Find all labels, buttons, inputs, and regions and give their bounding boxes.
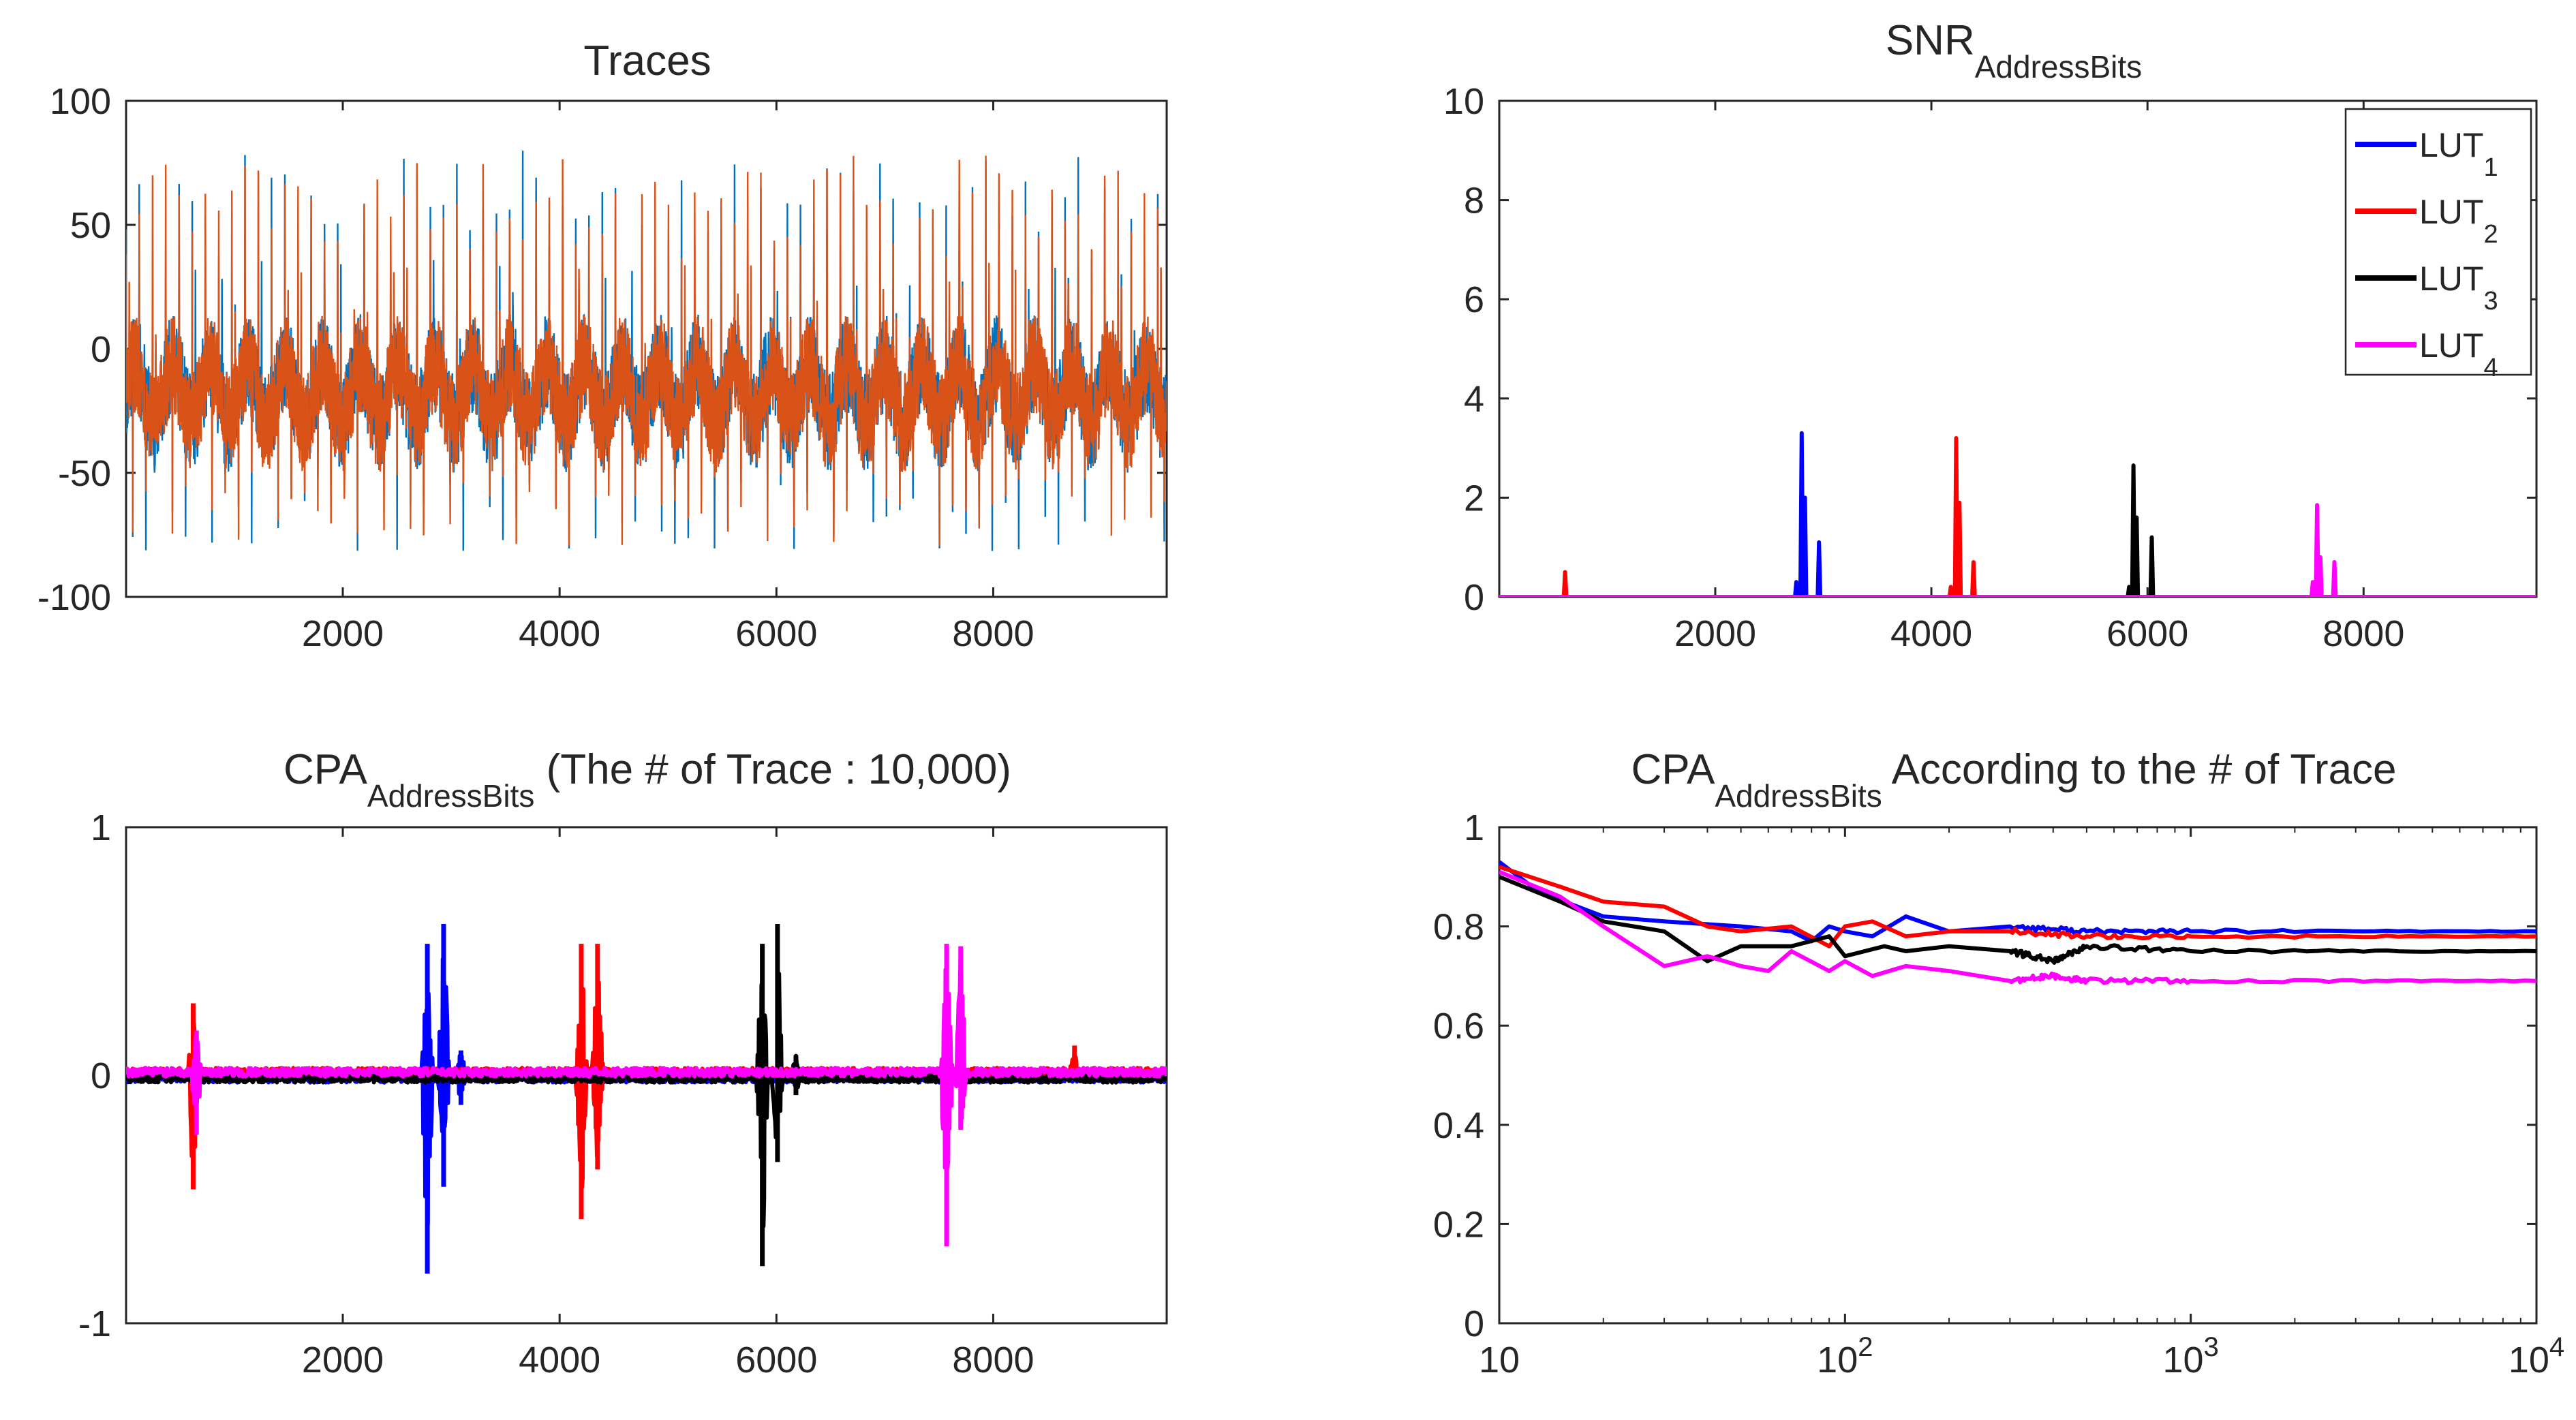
cpa-vs-traces-title: CPAAddressBits According to the # of Tra… — [1631, 746, 2396, 814]
snr-legend-text: LUT — [2419, 326, 2483, 365]
traces-xtick-label: 8000 — [952, 613, 1034, 654]
cpa2-xtick-label: 102 — [1817, 1332, 1873, 1380]
cpa2-xtick-exponent: 2 — [1858, 1332, 1873, 1362]
clip-group — [126, 150, 1167, 551]
cpa2-xtick-exponent: 3 — [2204, 1332, 2219, 1362]
snr-title-subscript: AddressBits — [1975, 49, 2142, 84]
snr-series-LUT3 — [1499, 463, 2536, 597]
snr-ytick-label: 6 — [1464, 279, 1484, 320]
cpa2-series-LUT2 — [1499, 865, 2536, 948]
snr-series-LUT2 — [1499, 436, 2536, 597]
clip-group — [126, 923, 1167, 1274]
traces-xtick-label: 2000 — [302, 613, 384, 654]
cpa2-ytick-label: 0.4 — [1433, 1105, 1484, 1146]
traces-xtick-label: 6000 — [735, 613, 817, 654]
traces-ytick-label: -100 — [37, 577, 111, 618]
cpa-plot-area: -1 0 1 2000 4000 6000 8000 — [78, 807, 1168, 1380]
cpa2-xtick-exponent: 4 — [2549, 1332, 2564, 1362]
cpa2-xtick-base: 10 — [2163, 1340, 2204, 1380]
cpa2-xtick-label: 103 — [2163, 1332, 2219, 1380]
snr-ytick-label: 0 — [1464, 577, 1484, 618]
cpa2-series-LUT1 — [1499, 860, 2536, 944]
snr-legend-box — [2344, 108, 2532, 376]
snr-legend-label: LUT3 — [2419, 260, 2498, 315]
cpa-vs-traces-title-suffix: According to the # of Trace — [1882, 746, 2397, 793]
cpa2-xtick-base: 10 — [1817, 1340, 1858, 1380]
snr-title-main: SNR — [1886, 17, 1975, 64]
cpa2-ytick-label: 0.8 — [1433, 907, 1484, 948]
cpa2-xtick-label: 10 — [1479, 1340, 1520, 1380]
snr-legend-subscript: 4 — [2483, 354, 2498, 382]
clip-group — [1499, 431, 2536, 597]
cpa2-ytick-label: 1 — [1464, 807, 1484, 848]
cpa-title-subscript: AddressBits — [367, 778, 534, 814]
cpa-panel: CPAAddressBits (The # of Trace : 10,000)… — [78, 746, 1168, 1380]
snr-legend-text: LUT — [2419, 126, 2483, 164]
snr-legend-text: LUT — [2419, 260, 2483, 298]
cpa-series-LUT3 — [126, 972, 1167, 1229]
snr-xtick-label: 4000 — [1890, 613, 1972, 654]
snr-ytick-label: 8 — [1464, 181, 1484, 221]
snr-legend-label: LUT1 — [2419, 126, 2498, 182]
snr-legend-subscript: 3 — [2483, 287, 2498, 315]
cpa-xtick-label: 8000 — [952, 1340, 1034, 1380]
snr-ytick-label: 10 — [1443, 81, 1484, 122]
traces-series-trace-b — [126, 155, 1167, 546]
cpa-xtick-label: 6000 — [735, 1340, 817, 1380]
snr-xtick-label: 2000 — [1674, 613, 1756, 654]
snr-plot-area: 0 2 4 6 8 10 2000 4000 6000 8000 — [1443, 81, 2538, 654]
snr-legend-subscript: 1 — [2483, 153, 2498, 182]
snr-series-LUT4 — [1499, 503, 2536, 597]
snr-legend-label: LUT2 — [2419, 193, 2498, 249]
cpa-title-suffix: (The # of Trace : 10,000) — [534, 746, 1011, 793]
traces-ytick-label: 50 — [70, 205, 111, 246]
snr-ytick-label: 2 — [1464, 478, 1484, 519]
cpa-xtick-label: 2000 — [302, 1340, 384, 1380]
traces-ytick-label: -50 — [58, 453, 111, 494]
cpa-xtick-label: 4000 — [519, 1340, 600, 1380]
cpa2-series-LUT4 — [1499, 869, 2536, 985]
cpa2-xtick-base: 10 — [1479, 1340, 1520, 1380]
snr-legend-subscript: 2 — [2483, 220, 2498, 249]
snr-title: SNRAddressBits — [1886, 17, 2142, 84]
cpa-ytick-label: -1 — [78, 1303, 111, 1344]
cpa2-ytick-label: 0 — [1464, 1303, 1484, 1344]
traces-ytick-label: 0 — [91, 329, 111, 370]
clip-group — [1499, 860, 2536, 985]
snr-legend-label: LUT4 — [2419, 326, 2498, 382]
cpa-vs-traces-title-main: CPA — [1631, 746, 1715, 793]
cpa2-ytick-label: 0.6 — [1433, 1006, 1484, 1047]
snr-panel: SNRAddressBits 0 2 4 6 8 10 2000 4000 6000 8000 L… — [1443, 17, 2538, 654]
cpa-ytick-label: 1 — [91, 807, 111, 848]
cpa-ytick-label: 0 — [91, 1055, 111, 1096]
traces-xtick-label: 4000 — [519, 613, 600, 654]
cpa2-ytick-label: 0.2 — [1433, 1204, 1484, 1245]
cpa-title: CPAAddressBits (The # of Trace : 10,000) — [283, 746, 1011, 814]
cpa-vs-traces-panel: CPAAddressBits According to the # of Tra… — [1433, 746, 2564, 1380]
traces-plot-area: -100 -50 0 50 100 2000 4000 6000 8000 — [37, 81, 1168, 654]
snr-xtick-label: 8000 — [2322, 613, 2404, 654]
traces-ytick-label: 100 — [50, 81, 111, 122]
snr-xtick-label: 6000 — [2106, 613, 2188, 654]
cpa2-xtick-base: 10 — [2509, 1340, 2549, 1380]
cpa2-series-LUT3 — [1499, 875, 2536, 965]
cpa2-axes-box — [1498, 826, 2538, 1325]
cpa-series-LUT4 — [126, 954, 1167, 1171]
snr-ytick-label: 4 — [1464, 379, 1484, 420]
snr-series-LUT1 — [1499, 431, 2536, 597]
traces-panel: Traces -100 -50 0 50 100 2000 4000 6000 8000 — [37, 37, 1168, 654]
traces-title: Traces — [583, 37, 711, 84]
cpa-title-main: CPA — [283, 746, 368, 793]
cpa2-xtick-label: 104 — [2509, 1332, 2564, 1380]
cpa-vs-traces-title-subscript: AddressBits — [1715, 778, 1882, 814]
snr-legend-text: LUT — [2419, 193, 2483, 231]
